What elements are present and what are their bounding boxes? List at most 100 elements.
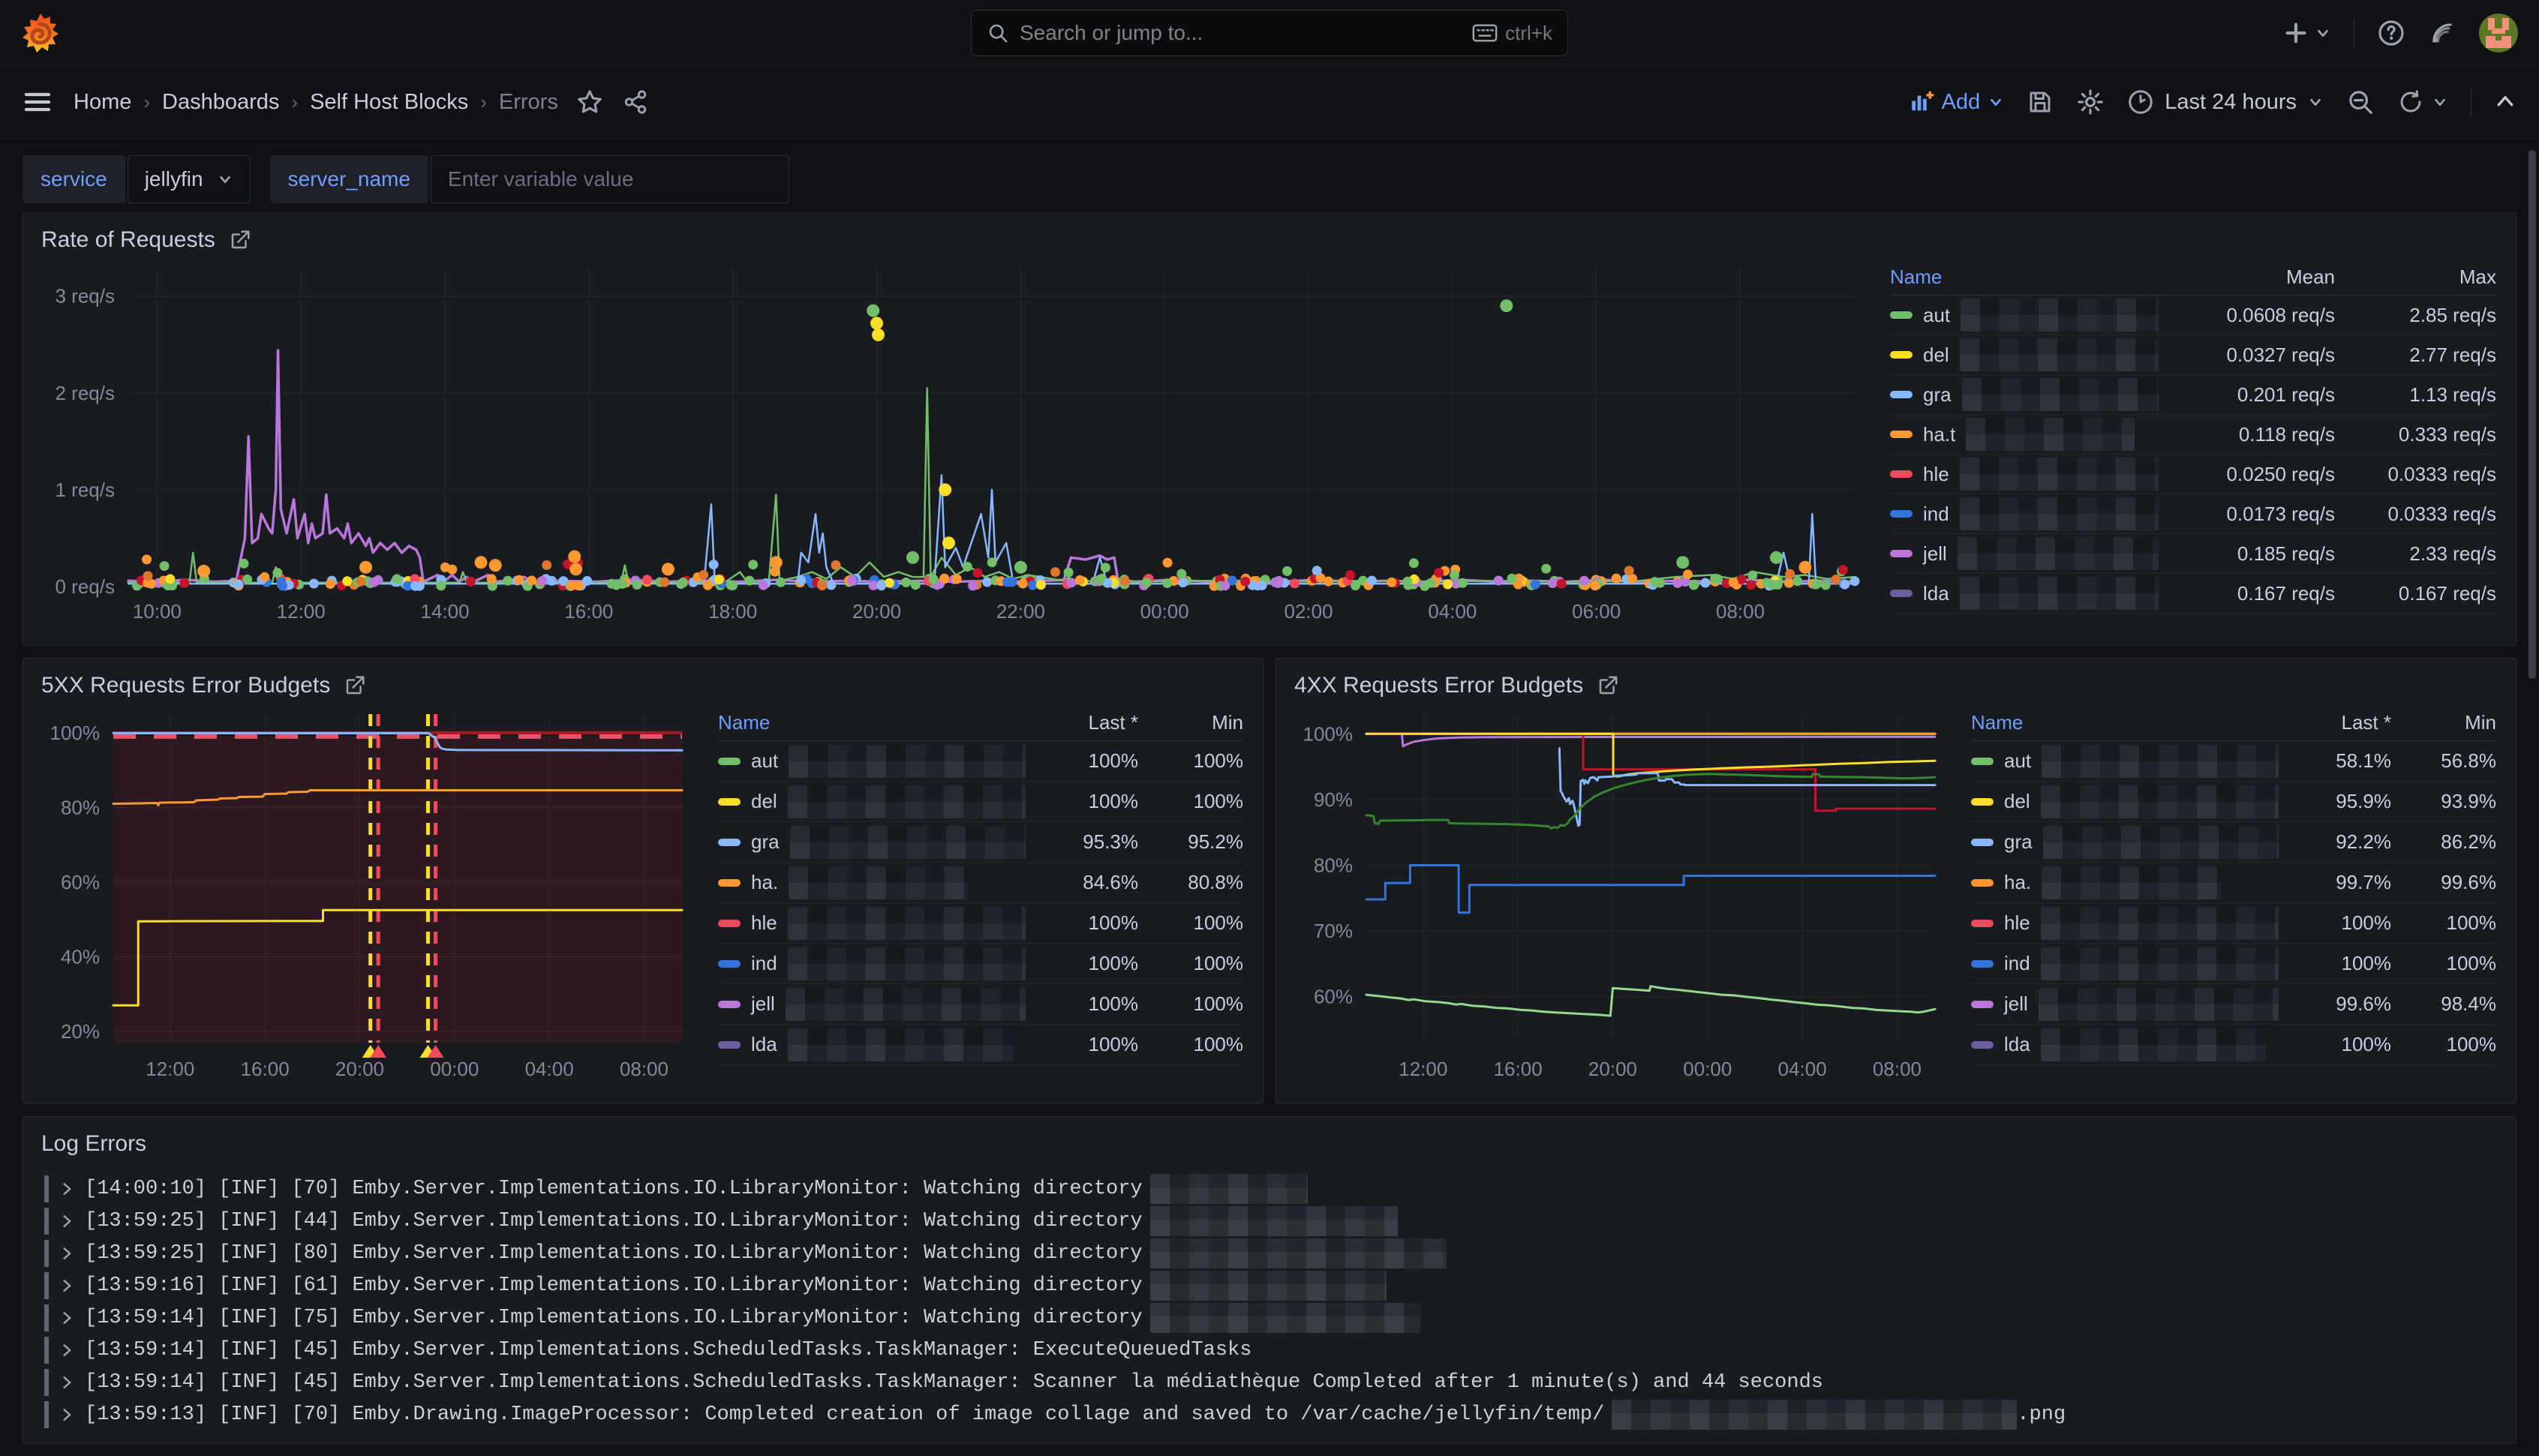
legend-row[interactable]: del 0.0327 req/s 2.77 req/s [1890,335,2496,375]
panel-title[interactable]: Rate of Requests [41,227,215,252]
log-line[interactable]: [13:59:14] [INF] [45] Emby.Server.Implem… [44,1366,2498,1398]
settings-gear-icon[interactable] [2076,88,2105,116]
global-search[interactable]: ctrl+k [971,10,1568,56]
legend-col-name[interactable]: Name [718,711,771,734]
page-scrollbar[interactable] [2528,150,2536,679]
legend-row[interactable]: ind 100% 100% [1971,944,2496,984]
legend-row[interactable]: gra 95.3% 95.2% [718,822,1243,863]
legend-row[interactable]: jell 99.6% 98.4% [1971,984,2496,1025]
redacted-text [2040,1028,2266,1061]
redacted-text [1149,1238,1447,1268]
expand-chevron-icon[interactable] [59,1214,74,1229]
log-level-bar [44,1207,49,1235]
legend-col-1[interactable]: Last * [2341,711,2392,734]
legend-col-1[interactable]: Mean [2285,266,2335,288]
expand-chevron-icon[interactable] [59,1375,74,1390]
legend-row[interactable]: ind 0.0173 req/s 0.0333 req/s [1890,494,2496,534]
legend-row[interactable]: aut 0.0608 req/s 2.85 req/s [1890,296,2496,335]
panel-title[interactable]: 5XX Requests Error Budgets [41,673,331,698]
expand-chevron-icon[interactable] [59,1278,74,1293]
legend-row[interactable]: jell 0.185 req/s 2.33 req/s [1890,534,2496,574]
legend-row[interactable]: hle 0.0250 req/s 0.0333 req/s [1890,455,2496,494]
log-line[interactable]: [13:59:25] [INF] [44] Emby.Server.Implem… [44,1205,2498,1237]
expand-chevron-icon[interactable] [59,1343,74,1358]
search-input[interactable] [1020,21,1462,45]
expand-chevron-icon[interactable] [59,1310,74,1325]
legend-row[interactable]: aut 58.1% 56.8% [1971,741,2496,782]
legend-col-2[interactable]: Min [2465,711,2496,734]
variable-server-input[interactable] [430,155,789,203]
series-color-pill [718,919,741,927]
legend-col-1[interactable]: Last * [1088,711,1139,734]
legend-row[interactable]: ha. 99.7% 99.6% [1971,863,2496,903]
expand-chevron-icon[interactable] [59,1246,74,1261]
menu-icon[interactable] [23,87,53,117]
log-text: [13:59:25] [INF] [44] Emby.Server.Implem… [85,1209,1143,1232]
breadcrumb-folder[interactable]: Self Host Blocks [310,89,469,114]
rate-of-requests-chart[interactable]: 0 req/s 1 req/s 2 req/s 3 req/s 10:00 12:00 14… [23,257,1867,629]
legend-row[interactable]: del 100% 100% [718,782,1243,822]
add-panel-button[interactable]: Add [1909,89,2005,115]
log-line[interactable]: [13:59:13] [INF] [70] Emby.Drawing.Image… [44,1398,2498,1430]
svg-text:20:00: 20:00 [1588,1058,1637,1080]
series-name: aut [1923,303,1951,326]
news-rss-icon[interactable] [2428,19,2456,47]
redacted-text [1961,299,2159,332]
legend-col-2[interactable]: Min [1212,711,1243,734]
zoom-out-icon[interactable] [2346,88,2375,116]
legend-row[interactable]: jell 100% 100% [718,984,1243,1025]
legend-row[interactable]: ha.t 0.118 req/s 0.333 req/s [1890,415,2496,455]
legend-row[interactable]: del 95.9% 93.9% [1971,782,2496,822]
favorite-star-icon[interactable] [576,89,603,116]
legend-row[interactable]: ha. 84.6% 80.8% [718,863,1243,903]
legend-row[interactable]: ind 100% 100% [718,944,1243,984]
log-line[interactable]: [13:59:14] [INF] [75] Emby.Server.Implem… [44,1301,2498,1334]
panel-title[interactable]: Log Errors [41,1131,147,1156]
collapse-up-icon[interactable] [2494,91,2516,113]
svg-text:04:00: 04:00 [525,1058,574,1080]
legend-row[interactable]: lda 0.167 req/s 0.167 req/s [1890,574,2496,614]
variable-service-select[interactable]: jellyfin [127,155,251,203]
4xx-error-budgets-chart[interactable]: 60% 70% 80% 90% 100% 12:00 16:00 20:00 00:00 04:0… [1276,702,1949,1086]
log-line[interactable]: [14:00:10] [INF] [70] Emby.Server.Implem… [44,1172,2498,1205]
breadcrumb-dashboards[interactable]: Dashboards [162,89,280,114]
legend-col-name[interactable]: Name [1971,711,2024,734]
external-link-icon[interactable] [344,674,366,697]
legend-col-2[interactable]: Max [2459,266,2496,288]
external-link-icon[interactable] [1597,674,1619,697]
breadcrumb-home[interactable]: Home [74,89,132,114]
svg-text:00:00: 00:00 [430,1058,479,1080]
share-icon[interactable] [623,89,648,115]
series-color-pill [718,797,741,806]
legend-row[interactable]: lda 100% 100% [1971,1025,2496,1065]
legend-row[interactable]: lda 100% 100% [718,1025,1243,1065]
5xx-error-budgets-chart[interactable]: 20% 40% 60% 80% 100% 12:00 16:00 20:00 00:00 04:0… [23,702,696,1086]
time-range-picker[interactable]: Last 24 hours [2127,89,2324,116]
user-avatar[interactable] [2479,13,2518,53]
legend-row[interactable]: aut 100% 100% [718,741,1243,782]
log-line[interactable]: [13:59:25] [INF] [80] Emby.Server.Implem… [44,1237,2498,1269]
grafana-logo[interactable] [21,12,60,54]
panel-title[interactable]: 4XX Requests Error Budgets [1294,673,1584,698]
breadcrumb: Home › Dashboards › Self Host Blocks › E… [74,90,558,115]
expand-chevron-icon[interactable] [59,1407,74,1422]
redacted-text [1966,418,2135,451]
legend-row[interactable]: gra 0.201 req/s 1.13 req/s [1890,375,2496,415]
4xx-legend-table: Name Last * Min aut 58.1% 56.8% del 95.9… [1949,702,2516,1094]
log-text: [13:59:13] [INF] [70] Emby.Drawing.Image… [85,1403,1605,1426]
external-link-icon[interactable] [229,229,251,251]
legend-row[interactable]: hle 100% 100% [718,903,1243,944]
legend-value-2: 86.2% [2441,830,2496,853]
redacted-text [1149,1302,1420,1333]
log-line[interactable]: [13:59:16] [INF] [61] Emby.Server.Implem… [44,1269,2498,1301]
new-button[interactable] [2283,20,2331,46]
legend-row[interactable]: hle 100% 100% [1971,903,2496,944]
log-line[interactable]: [13:59:14] [INF] [45] Emby.Server.Implem… [44,1334,2498,1366]
save-icon[interactable] [2027,89,2054,116]
expand-chevron-icon[interactable] [59,1181,74,1196]
redacted-text [789,825,1026,859]
legend-row[interactable]: gra 92.2% 86.2% [1971,822,2496,863]
refresh-button[interactable] [2397,89,2448,116]
help-icon[interactable] [2377,19,2405,47]
legend-col-name[interactable]: Name [1890,266,1943,288]
